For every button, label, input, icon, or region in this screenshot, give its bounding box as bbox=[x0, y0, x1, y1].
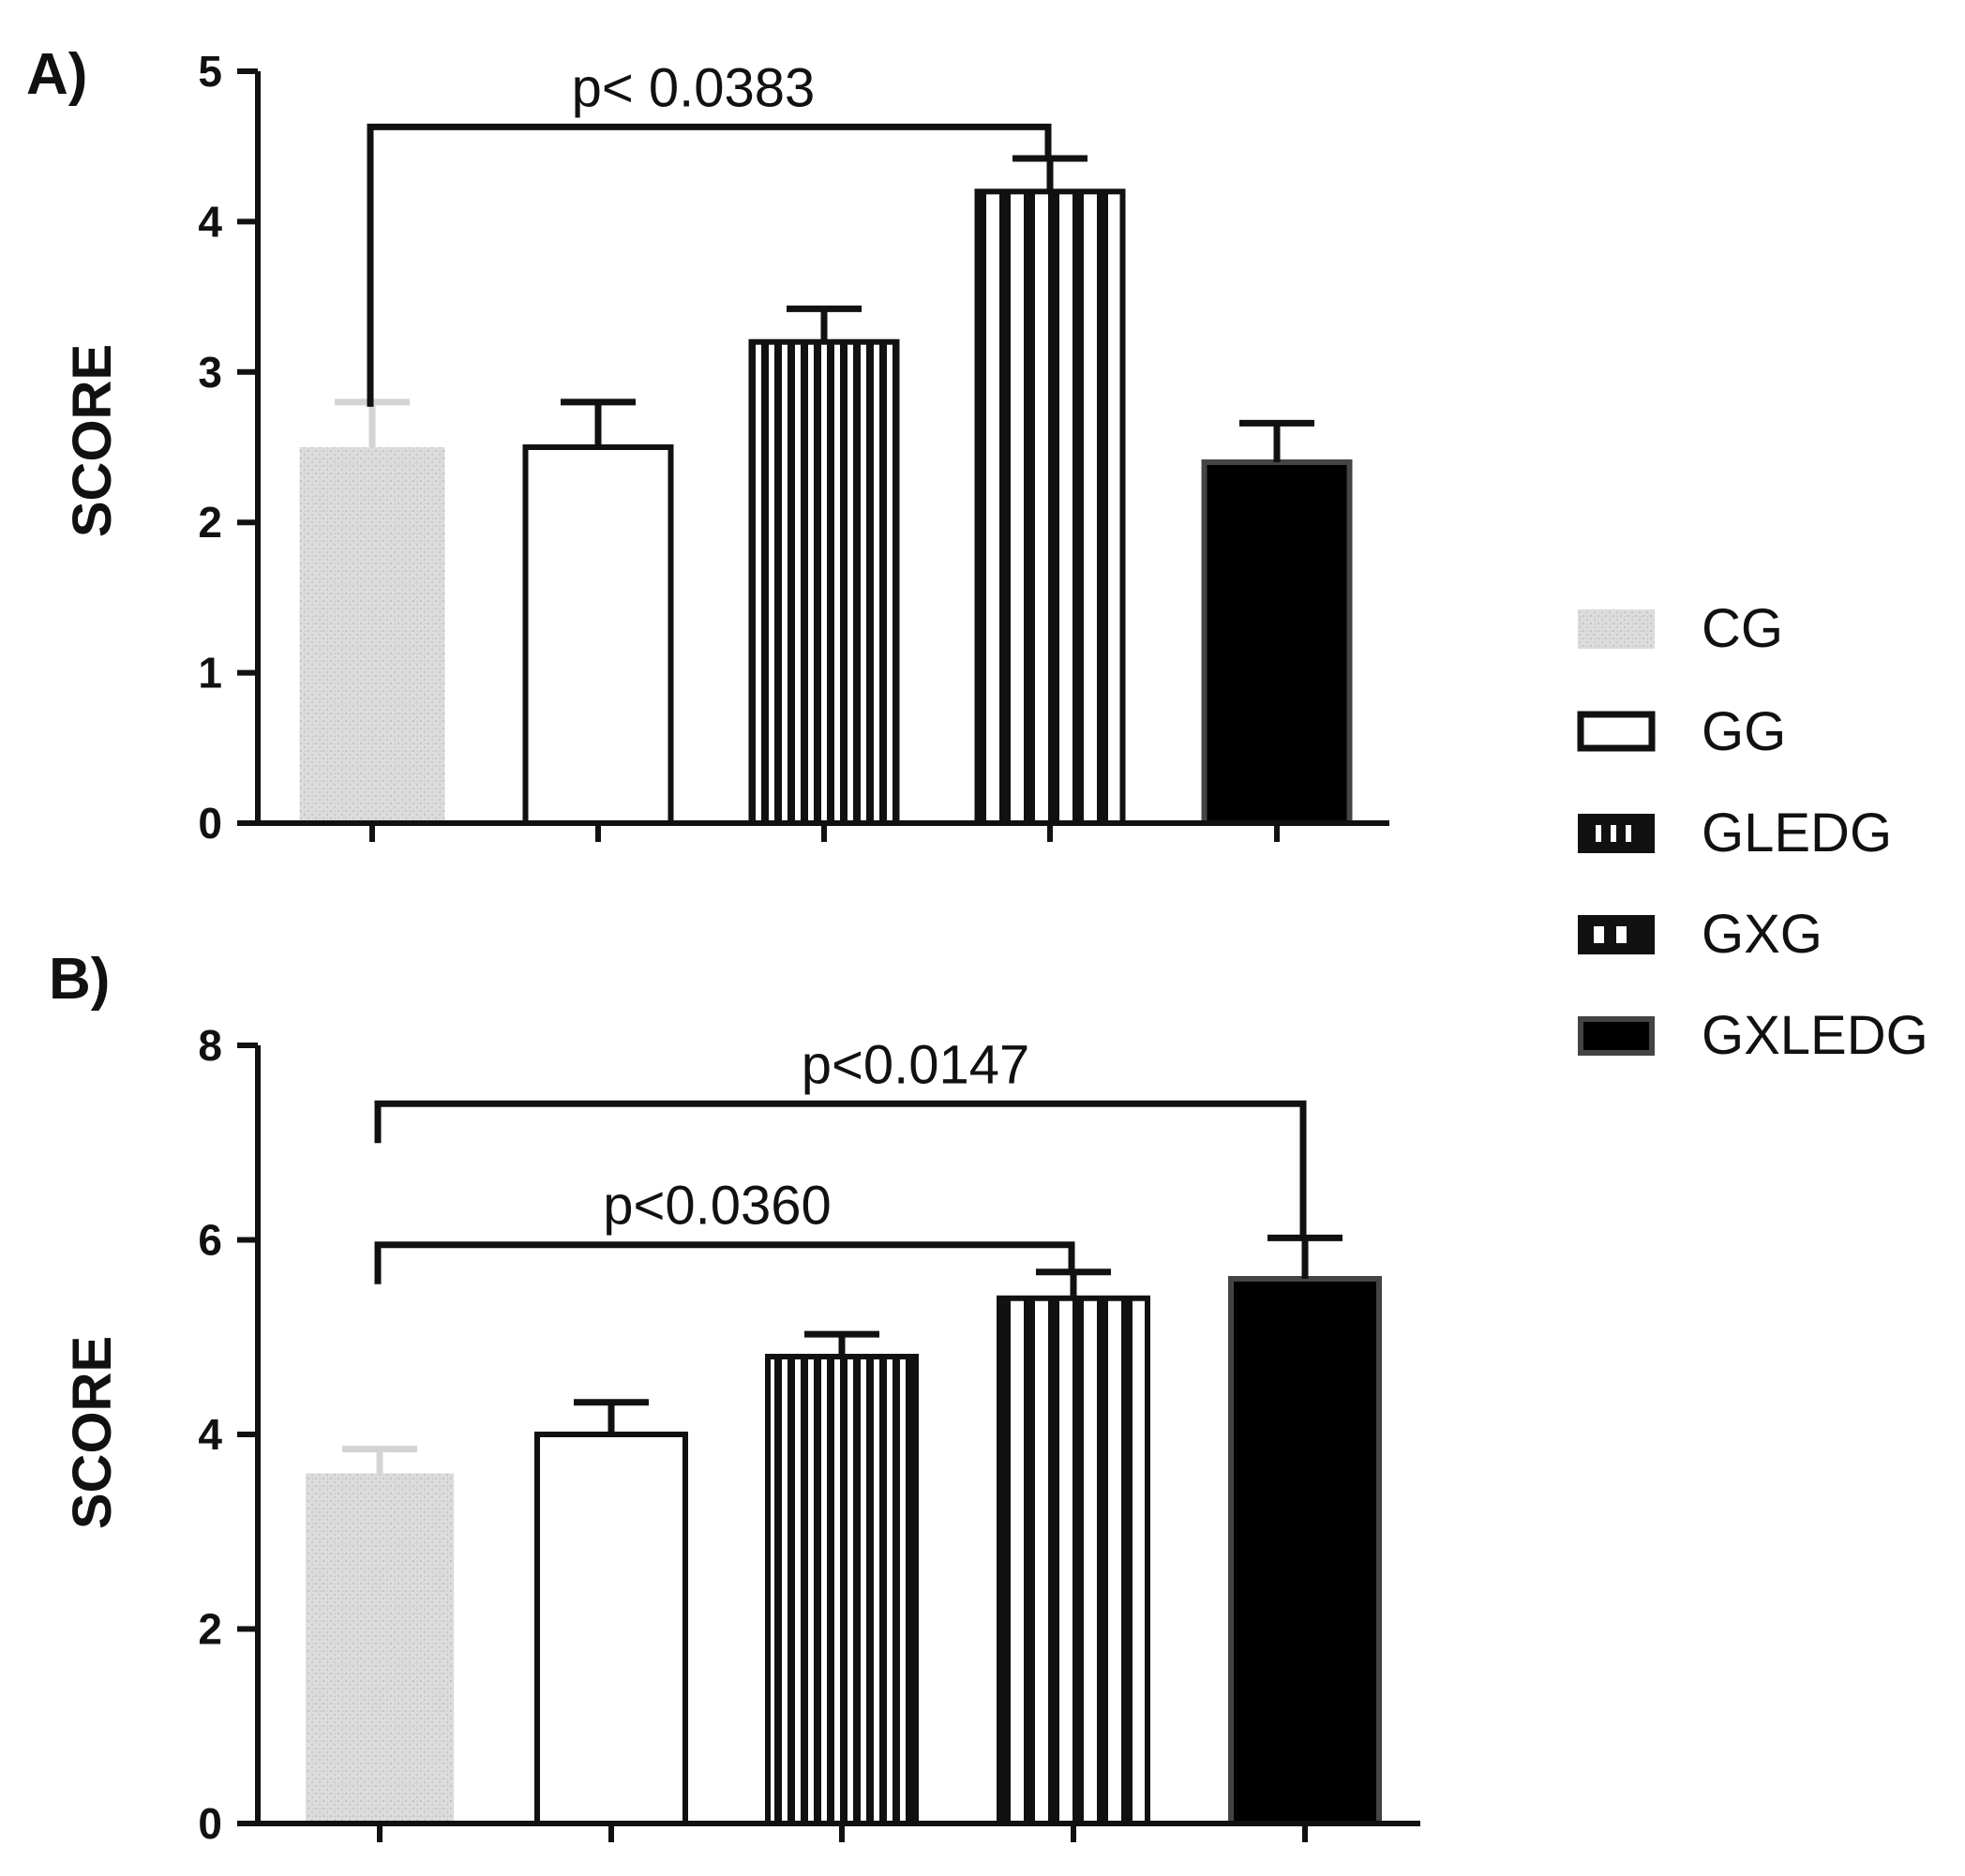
y-tick-label: 2 bbox=[198, 1605, 222, 1654]
error-bar-gledg bbox=[804, 1330, 879, 1357]
bar-gxledg bbox=[1228, 1276, 1382, 1826]
legend-swatch-gledg bbox=[1578, 814, 1655, 853]
y-tick-label: 6 bbox=[198, 1216, 222, 1265]
y-tick-label: 5 bbox=[198, 47, 222, 96]
legend-label-gxledg: GXLEDG bbox=[1702, 1005, 1928, 1066]
legend-label-gg: GG bbox=[1702, 701, 1786, 762]
legend: CG GG GLEDG GXG GXLEDG bbox=[1577, 598, 1928, 1066]
comparisons-a: p< 0.0383 bbox=[367, 57, 1052, 407]
p-value-label: p< 0.0383 bbox=[572, 57, 816, 118]
bars-a bbox=[299, 188, 1353, 827]
bar-cg bbox=[306, 1473, 454, 1823]
error-bar-gg bbox=[561, 398, 636, 447]
y-tick-label: 0 bbox=[198, 1799, 222, 1848]
legend-label-gxg: GXG bbox=[1702, 904, 1822, 965]
error-bar-gxledg bbox=[1239, 419, 1314, 463]
legend-swatch-gxledg bbox=[1578, 1016, 1655, 1056]
y-axis-title-b: SCORE bbox=[62, 1336, 123, 1529]
y-tick-label: 1 bbox=[198, 649, 222, 698]
bars-b bbox=[306, 1276, 1382, 1826]
panel-label-b: B) bbox=[49, 947, 110, 1012]
error-bar-cg bbox=[335, 398, 410, 447]
error-bar-cg bbox=[342, 1446, 417, 1474]
bar-gledg bbox=[765, 1354, 919, 1826]
error-bars-a bbox=[335, 155, 1314, 463]
bar-gg bbox=[522, 444, 674, 826]
comparisons-b: p<0.0147 p<0.0360 bbox=[374, 1034, 1307, 1284]
y-tick-label: 2 bbox=[198, 498, 222, 547]
y-tick-label: 4 bbox=[198, 197, 222, 246]
legend-swatch-gg bbox=[1577, 711, 1656, 752]
y-tick-label: 0 bbox=[198, 799, 222, 848]
significance-bracket: p<0.0360 bbox=[374, 1176, 1075, 1284]
y-tick-label: 4 bbox=[198, 1410, 222, 1459]
p-value-label: p<0.0147 bbox=[802, 1034, 1030, 1095]
legend-label-gledg: GLEDG bbox=[1702, 803, 1892, 863]
y-axis-title-a: SCORE bbox=[62, 344, 123, 537]
y-ticks-a: 0 1 2 3 4 5 bbox=[198, 47, 258, 848]
legend-swatch-cg bbox=[1578, 609, 1655, 649]
error-bar-gledg bbox=[787, 305, 862, 342]
p-value-label: p<0.0360 bbox=[603, 1176, 832, 1237]
y-tick-label: 8 bbox=[198, 1021, 222, 1070]
significance-bracket: p< 0.0383 bbox=[367, 57, 1052, 407]
bar-gxledg bbox=[1201, 459, 1353, 826]
panel-a: A) SCORE 0 1 2 3 4 5 p< 0.0383 bbox=[26, 42, 1389, 848]
panel-label-a: A) bbox=[26, 42, 87, 107]
bar-cg bbox=[299, 447, 445, 823]
bar-gledg bbox=[748, 338, 900, 827]
axes-a bbox=[255, 71, 1389, 842]
legend-swatch-gxg bbox=[1578, 915, 1655, 954]
legend-label-cg: CG bbox=[1702, 598, 1783, 659]
error-bar-gxledg bbox=[1268, 1234, 1342, 1279]
error-bar-gxg bbox=[1036, 1268, 1111, 1298]
significance-bracket: p<0.0147 bbox=[374, 1034, 1307, 1238]
bar-gxg bbox=[974, 188, 1126, 826]
panel-b: B) SCORE 0 2 4 6 8 p<0.0147 p<0.0360 bbox=[49, 947, 1420, 1848]
bar-gxg bbox=[997, 1295, 1150, 1826]
error-bar-gxg bbox=[1012, 155, 1088, 192]
y-tick-label: 3 bbox=[198, 348, 222, 397]
error-bar-gg bbox=[574, 1399, 649, 1434]
bar-gg bbox=[534, 1432, 688, 1826]
y-ticks-b: 0 2 4 6 8 bbox=[198, 1021, 258, 1848]
